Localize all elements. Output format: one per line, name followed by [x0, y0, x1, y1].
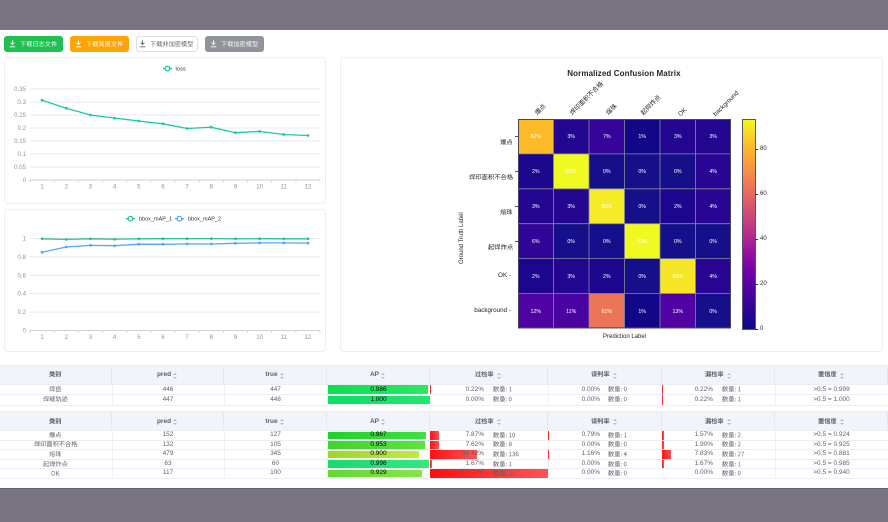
- svg-text:61%: 61%: [601, 309, 612, 315]
- svg-text:bbox_mAP_1: bbox_mAP_1: [139, 217, 172, 223]
- svg-text:4: 4: [113, 334, 117, 341]
- svg-text:0: 0: [23, 328, 27, 335]
- svg-text:11: 11: [281, 184, 288, 191]
- svg-text:2%: 2%: [674, 204, 682, 210]
- svg-text:8: 8: [210, 184, 214, 191]
- svg-text:3%: 3%: [532, 204, 540, 210]
- svg-text:4: 4: [113, 184, 117, 191]
- svg-text:12: 12: [305, 184, 312, 191]
- svg-text:6: 6: [161, 184, 165, 191]
- svg-text:0%: 0%: [674, 239, 682, 245]
- svg-text:11: 11: [281, 334, 288, 341]
- svg-text:3%: 3%: [567, 204, 575, 210]
- svg-text:0.8: 0.8: [18, 254, 27, 261]
- svg-text:0%: 0%: [709, 239, 717, 245]
- svg-text:3%: 3%: [567, 274, 575, 280]
- svg-text:2%: 2%: [532, 169, 540, 175]
- svg-text:0.2: 0.2: [18, 125, 27, 132]
- svg-text:6%: 6%: [532, 239, 540, 245]
- svg-text:7: 7: [185, 184, 189, 191]
- svg-text:2: 2: [65, 334, 69, 341]
- svg-text:9: 9: [234, 334, 238, 341]
- svg-text:0: 0: [23, 177, 27, 184]
- svg-text:0.15: 0.15: [14, 138, 26, 145]
- svg-text:0.2: 0.2: [18, 309, 27, 316]
- svg-text:3%: 3%: [674, 134, 682, 140]
- svg-text:0.4: 0.4: [18, 291, 27, 298]
- svg-text:3: 3: [89, 184, 93, 191]
- svg-text:loss: loss: [176, 67, 186, 73]
- svg-text:0.3: 0.3: [18, 99, 27, 106]
- svg-text:1: 1: [40, 184, 44, 191]
- svg-text:10: 10: [256, 334, 263, 341]
- svg-text:2: 2: [65, 184, 69, 191]
- svg-text:0.6: 0.6: [18, 272, 27, 279]
- svg-text:7: 7: [185, 334, 189, 341]
- svg-text:1: 1: [23, 236, 27, 243]
- svg-text:93%: 93%: [637, 239, 648, 245]
- svg-text:0%: 0%: [603, 239, 611, 245]
- svg-text:4%: 4%: [709, 169, 717, 175]
- svg-text:0%: 0%: [709, 309, 717, 315]
- svg-text:1%: 1%: [638, 309, 646, 315]
- svg-text:12: 12: [305, 334, 312, 341]
- svg-text:5: 5: [137, 184, 141, 191]
- svg-text:82%: 82%: [530, 134, 541, 140]
- svg-text:10: 10: [256, 184, 263, 191]
- svg-text:89%: 89%: [672, 274, 683, 280]
- svg-text:9: 9: [234, 184, 238, 191]
- svg-text:0%: 0%: [567, 239, 575, 245]
- svg-text:13%: 13%: [672, 309, 683, 315]
- svg-text:3: 3: [89, 334, 93, 341]
- svg-text:1: 1: [40, 334, 44, 341]
- svg-text:8: 8: [210, 334, 214, 341]
- svg-text:6: 6: [161, 334, 165, 341]
- svg-text:7%: 7%: [603, 134, 611, 140]
- svg-text:0.1: 0.1: [18, 151, 27, 158]
- svg-text:3%: 3%: [709, 134, 717, 140]
- svg-text:0.35: 0.35: [14, 86, 26, 93]
- svg-text:1%: 1%: [638, 134, 646, 140]
- svg-text:0%: 0%: [638, 169, 646, 175]
- svg-text:0%: 0%: [638, 274, 646, 280]
- svg-text:90%: 90%: [601, 204, 612, 210]
- svg-text:bbox_mAP_2: bbox_mAP_2: [188, 217, 221, 223]
- svg-text:4%: 4%: [709, 204, 717, 210]
- svg-text:2%: 2%: [603, 274, 611, 280]
- svg-text:11%: 11%: [566, 309, 576, 315]
- svg-text:0.25: 0.25: [14, 112, 26, 119]
- svg-text:93%: 93%: [566, 169, 577, 175]
- svg-text:0%: 0%: [638, 204, 646, 210]
- svg-text:0.05: 0.05: [14, 164, 26, 171]
- svg-text:3%: 3%: [567, 134, 575, 140]
- svg-text:4%: 4%: [709, 274, 717, 280]
- svg-text:0%: 0%: [674, 169, 682, 175]
- svg-text:5: 5: [137, 334, 141, 341]
- svg-text:12%: 12%: [530, 309, 541, 315]
- svg-text:2%: 2%: [532, 274, 540, 280]
- svg-text:0%: 0%: [603, 169, 611, 175]
